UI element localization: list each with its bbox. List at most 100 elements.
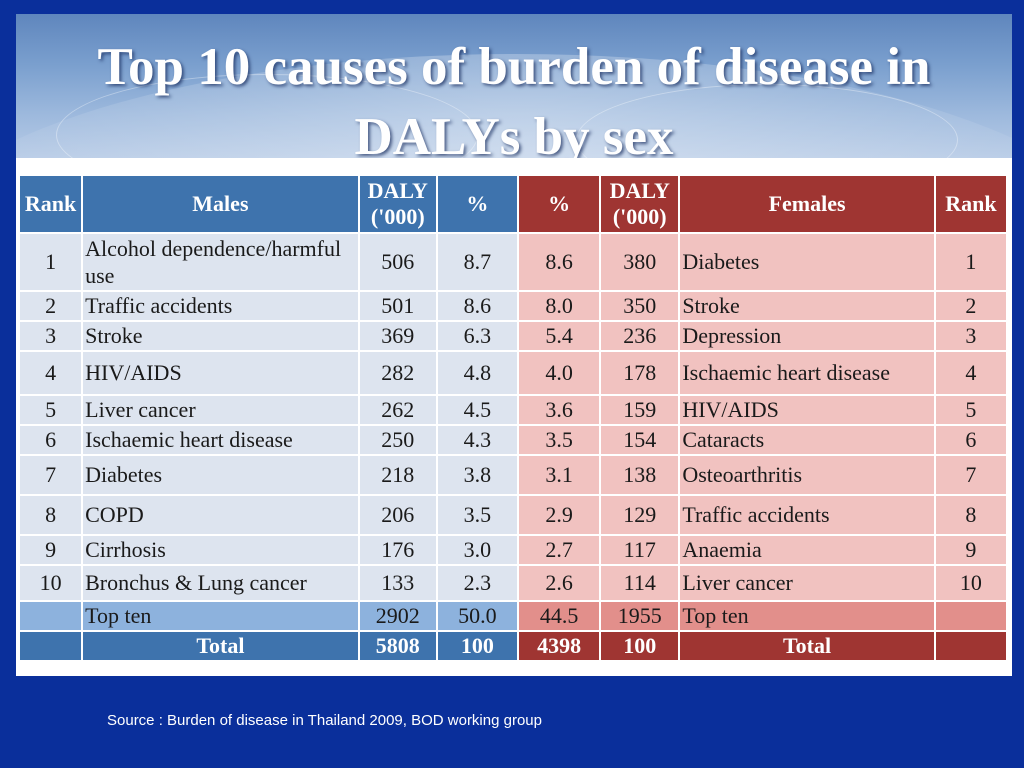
table-row: 1 Alcohol dependence/harmful use 506 8.7 8.6… — [20, 234, 1006, 290]
table-row: 10 Bronchus & Lung cancer 133 2.3 2.6 114 Live… — [20, 566, 1006, 600]
cell-rank-female: 9 — [935, 536, 1006, 564]
cell-rank-male: 6 — [20, 426, 82, 454]
header-rank-female: Rank — [935, 176, 1006, 232]
title-banner: Top 10 causes of burden of disease in DA… — [16, 14, 1012, 158]
header-daly-female: DALY ('000) — [601, 176, 679, 232]
top-ten-row: Top ten 2902 50.0 44.5 1955 Top ten — [20, 602, 1006, 630]
table-row: 3 Stroke 369 6.3 5.4 236 Depression 3 — [20, 322, 1006, 350]
cell-female-daly: 114 — [601, 566, 679, 600]
slide-title-text: Top 10 causes of burden of disease in DA… — [97, 38, 931, 158]
cell-male-pct: 3.0 — [437, 536, 517, 564]
cell-rank-male: 7 — [20, 456, 82, 494]
cell-male-cause: Liver cancer — [83, 396, 358, 424]
cell-male-pct: 8.7 — [437, 234, 517, 290]
cell-rank-male: 3 — [20, 322, 82, 350]
cell-female-pct: 2.9 — [519, 496, 600, 534]
cell-female-cause: Cataracts — [680, 426, 934, 454]
table-row: 7 Diabetes 218 3.8 3.1 138 Osteoarthritis 7 — [20, 456, 1006, 494]
header-pct-female: % — [519, 176, 600, 232]
total-row: Total 5808 100 4398 100 Total — [20, 632, 1006, 660]
cell-rank-female: 8 — [935, 496, 1006, 534]
cell-female-daly: 117 — [601, 536, 679, 564]
total-rank-male — [20, 632, 82, 660]
cell-female-pct: 3.5 — [519, 426, 600, 454]
cell-male-daly: 133 — [359, 566, 436, 600]
cell-male-daly: 176 — [359, 536, 436, 564]
cell-male-cause: Alcohol dependence/harmful use — [83, 234, 358, 290]
table-row: 5 Liver cancer 262 4.5 3.6 159 HIV/AIDS 5 — [20, 396, 1006, 424]
cell-female-pct: 4.0 — [519, 352, 600, 394]
cell-female-daly: 129 — [601, 496, 679, 534]
table-row: 4 HIV/AIDS 282 4.8 4.0 178 Ischaemic heart dis… — [20, 352, 1006, 394]
total-daly-male: 5808 — [359, 632, 436, 660]
cell-rank-female: 5 — [935, 396, 1006, 424]
header-row: Rank Males DALY ('000) % % DALY ('000) F… — [20, 176, 1006, 232]
total-label-male: Total — [83, 632, 358, 660]
cell-male-daly: 282 — [359, 352, 436, 394]
cell-female-pct: 3.6 — [519, 396, 600, 424]
cell-rank-female: 10 — [935, 566, 1006, 600]
total-pct-male: 100 — [437, 632, 517, 660]
cell-male-cause: Bronchus & Lung cancer — [83, 566, 358, 600]
cell-male-cause: Ischaemic heart disease — [83, 426, 358, 454]
cell-rank-female: 2 — [935, 292, 1006, 320]
table-row: 2 Traffic accidents 501 8.6 8.0 350 Stroke 2 — [20, 292, 1006, 320]
top-ten-pct-male: 50.0 — [437, 602, 517, 630]
cell-rank-male: 4 — [20, 352, 82, 394]
header-pct-male: % — [437, 176, 517, 232]
cell-male-pct: 4.3 — [437, 426, 517, 454]
cell-male-cause: HIV/AIDS — [83, 352, 358, 394]
cell-rank-male: 1 — [20, 234, 82, 290]
cell-male-cause: COPD — [83, 496, 358, 534]
total-rank-female — [935, 632, 1006, 660]
table-row: 6 Ischaemic heart disease 250 4.3 3.5 154 Cata… — [20, 426, 1006, 454]
cell-female-cause: Diabetes — [680, 234, 934, 290]
cell-male-pct: 6.3 — [437, 322, 517, 350]
total-pct-female: 100 — [601, 632, 679, 660]
cell-female-daly: 178 — [601, 352, 679, 394]
cell-female-pct: 2.6 — [519, 566, 600, 600]
cell-male-daly: 206 — [359, 496, 436, 534]
cell-female-daly: 380 — [601, 234, 679, 290]
cell-rank-female: 6 — [935, 426, 1006, 454]
table-body: 1 Alcohol dependence/harmful use 506 8.7 8.6… — [20, 234, 1006, 600]
cell-rank-female: 7 — [935, 456, 1006, 494]
source-note: Source : Burden of disease in Thailand 2… — [107, 712, 542, 729]
cell-male-cause: Traffic accidents — [83, 292, 358, 320]
total-label-female: Total — [680, 632, 934, 660]
cell-male-pct: 2.3 — [437, 566, 517, 600]
cell-female-daly: 159 — [601, 396, 679, 424]
cell-female-cause: Stroke — [680, 292, 934, 320]
cell-male-daly: 218 — [359, 456, 436, 494]
cell-female-daly: 138 — [601, 456, 679, 494]
cell-male-cause: Cirrhosis — [83, 536, 358, 564]
cell-male-daly: 369 — [359, 322, 436, 350]
cell-male-pct: 3.5 — [437, 496, 517, 534]
cell-female-cause: Ischaemic heart disease — [680, 352, 934, 394]
cell-female-cause: HIV/AIDS — [680, 396, 934, 424]
top-ten-daly-female: 1955 — [601, 602, 679, 630]
cell-rank-female: 3 — [935, 322, 1006, 350]
cell-female-daly: 350 — [601, 292, 679, 320]
cell-female-cause: Anaemia — [680, 536, 934, 564]
cell-male-pct: 3.8 — [437, 456, 517, 494]
cell-male-daly: 501 — [359, 292, 436, 320]
cell-rank-female: 1 — [935, 234, 1006, 290]
cell-female-pct: 5.4 — [519, 322, 600, 350]
cell-female-cause: Liver cancer — [680, 566, 934, 600]
cell-rank-female: 4 — [935, 352, 1006, 394]
cell-female-pct: 2.7 — [519, 536, 600, 564]
cell-rank-male: 5 — [20, 396, 82, 424]
cell-female-pct: 8.0 — [519, 292, 600, 320]
total-daly-female: 4398 — [519, 632, 600, 660]
cell-female-pct: 3.1 — [519, 456, 600, 494]
top-ten-label-female: Top ten — [680, 602, 934, 630]
header-daly-male: DALY ('000) — [359, 176, 436, 232]
cell-male-daly: 262 — [359, 396, 436, 424]
top-ten-rank-female — [935, 602, 1006, 630]
cell-rank-male: 9 — [20, 536, 82, 564]
cell-male-cause: Diabetes — [83, 456, 358, 494]
cell-male-pct: 4.5 — [437, 396, 517, 424]
top-ten-pct-female: 44.5 — [519, 602, 600, 630]
cell-rank-male: 10 — [20, 566, 82, 600]
